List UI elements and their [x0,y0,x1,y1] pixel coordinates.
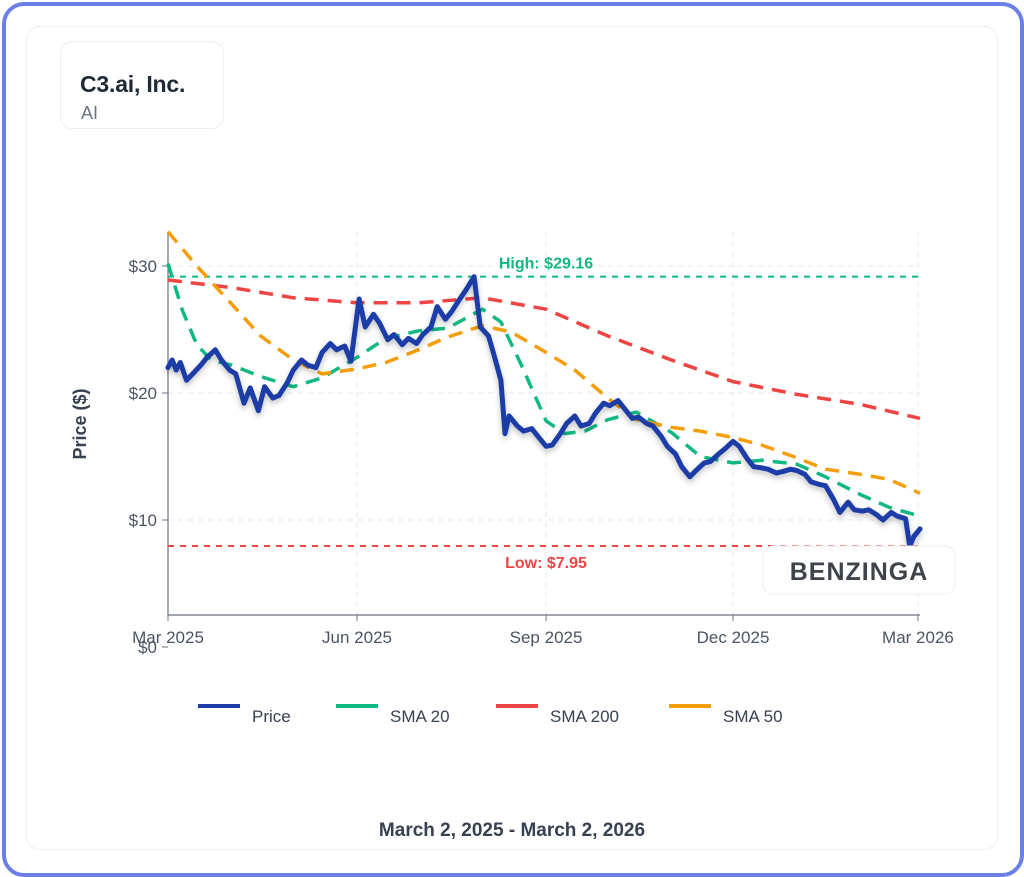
ticker-symbol: AI [81,103,99,123]
y-tick-label: $20 [129,384,157,403]
x-tick-label: Mar 2025 [132,628,204,647]
ticker-box [60,41,224,129]
y-tick-label: $10 [129,511,157,530]
price-line [165,274,923,549]
sma20-line [166,262,921,518]
legend: Price SMA 20 SMA 200 SMA 50 [198,704,783,726]
legend-label-price: Price [252,707,291,726]
sma50-line [166,230,921,495]
watermark-box [762,545,956,595]
date-range: March 2, 2025 - March 2, 2026 [378,820,646,841]
x-tick-label: Jun 2025 [322,628,392,647]
x-tick-label: Dec 2025 [697,628,770,647]
x-tick-label: Sep 2025 [510,628,583,647]
benzinga-watermark: BENZINGA [790,558,929,586]
legend-label-sma20: SMA 20 [390,707,450,726]
y-tick-label: $0 [138,638,157,657]
x-tick-label: Mar 2026 [882,628,954,647]
annotations: High: $29.16 Low: $7.95 [499,256,593,572]
legend-label-sma200: SMA 200 [550,707,619,726]
high-label: High: $29.16 [499,256,593,273]
chart-card [26,26,998,850]
series-lines [165,230,923,549]
low-label: Low: $7.95 [505,555,587,572]
axes: Mar 2025 Jun 2025 Sep 2025 Dec 2025 Mar 2026… [70,232,954,657]
legend-label-sma50: SMA 50 [723,707,783,726]
y-tick-label: $30 [129,257,157,276]
reference-lines [168,275,920,548]
sma200-line [167,278,921,421]
company-name: C3.ai, Inc. [80,71,186,97]
y-axis-title: Price ($) [70,388,90,459]
